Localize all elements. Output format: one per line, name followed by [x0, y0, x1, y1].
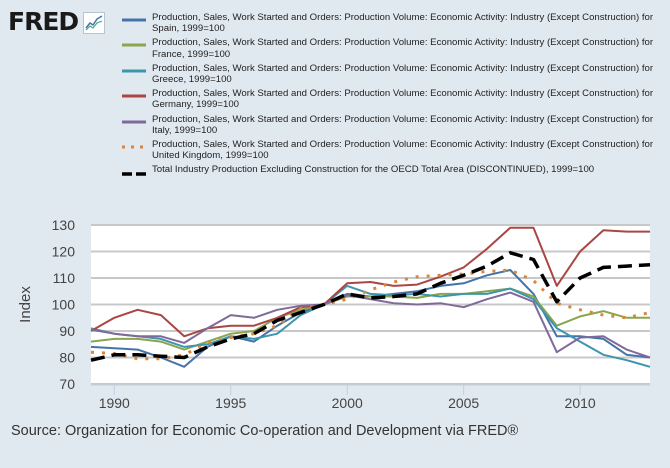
legend-swatch: [122, 139, 146, 151]
legend-label: Production, Sales, Work Started and Orde…: [152, 37, 654, 60]
legend-swatch: [122, 164, 146, 177]
legend-swatch: [122, 63, 146, 75]
legend-swatch: [122, 114, 146, 126]
series-line-1: [90, 287, 650, 351]
legend-item[interactable]: Production, Sales, Work Started and Orde…: [122, 63, 667, 85]
chart-legend: Production, Sales, Work Started and Orde…: [122, 12, 667, 179]
y-tick-label: 100: [52, 297, 76, 313]
legend-item[interactable]: Production, Sales, Work Started and Orde…: [122, 12, 667, 34]
legend-item[interactable]: Production, Sales, Work Started and Orde…: [122, 37, 667, 60]
legend-label: Production, Sales, Work Started and Orde…: [152, 113, 654, 136]
y-tick-label: 110: [53, 270, 76, 286]
y-tick-label: 80: [59, 350, 75, 366]
legend-item[interactable]: Production, Sales, Work Started and Orde…: [122, 114, 667, 136]
y-tick-label: 130: [52, 217, 76, 233]
legend-item[interactable]: Total Industry Production Excluding Cons…: [122, 164, 667, 177]
legend-label: Production, Sales, Work Started and Orde…: [152, 88, 654, 111]
legend-item[interactable]: Production, Sales, Work Started and Orde…: [122, 139, 667, 161]
line-chart: 70 80 90 100 110 120 130 1990 1995 2000 2005 2010 In…: [17, 217, 651, 411]
x-tick-label: 2010: [565, 395, 596, 411]
series-line-6: [90, 251, 651, 362]
legend-swatch: [122, 37, 146, 49]
series-line-3: [90, 226, 650, 338]
legend-swatch: [122, 12, 146, 24]
legend-label: Production, Sales, Work Started and Orde…: [152, 139, 654, 162]
x-tick-label: 2005: [448, 395, 479, 411]
fred-chart-icon: [83, 11, 106, 34]
source-note: Source: Organization for Economic Co-ope…: [11, 423, 519, 439]
legend-label: Production, Sales, Work Started and Orde…: [152, 12, 654, 35]
y-axis-label: Index: [17, 286, 34, 323]
x-tick-label: 1990: [99, 395, 130, 411]
fred-logo[interactable]: FRED: [8, 7, 106, 36]
legend-swatch: [122, 88, 146, 100]
y-tick-label: 70: [59, 376, 75, 392]
x-tick-label: 2000: [332, 395, 363, 411]
x-tick-label: 1995: [215, 395, 246, 411]
legend-label: Total Industry Production Excluding Cons…: [152, 164, 595, 176]
legend-label: Production, Sales, Work Started and Orde…: [152, 62, 654, 86]
fred-logo-text: FRED: [8, 7, 79, 36]
y-tick-label: 90: [59, 323, 75, 339]
legend-item[interactable]: Production, Sales, Work Started and Orde…: [122, 88, 667, 110]
series-line-4: [90, 291, 651, 359]
y-tick-label: 120: [52, 244, 76, 260]
series-line-2: [90, 284, 651, 368]
